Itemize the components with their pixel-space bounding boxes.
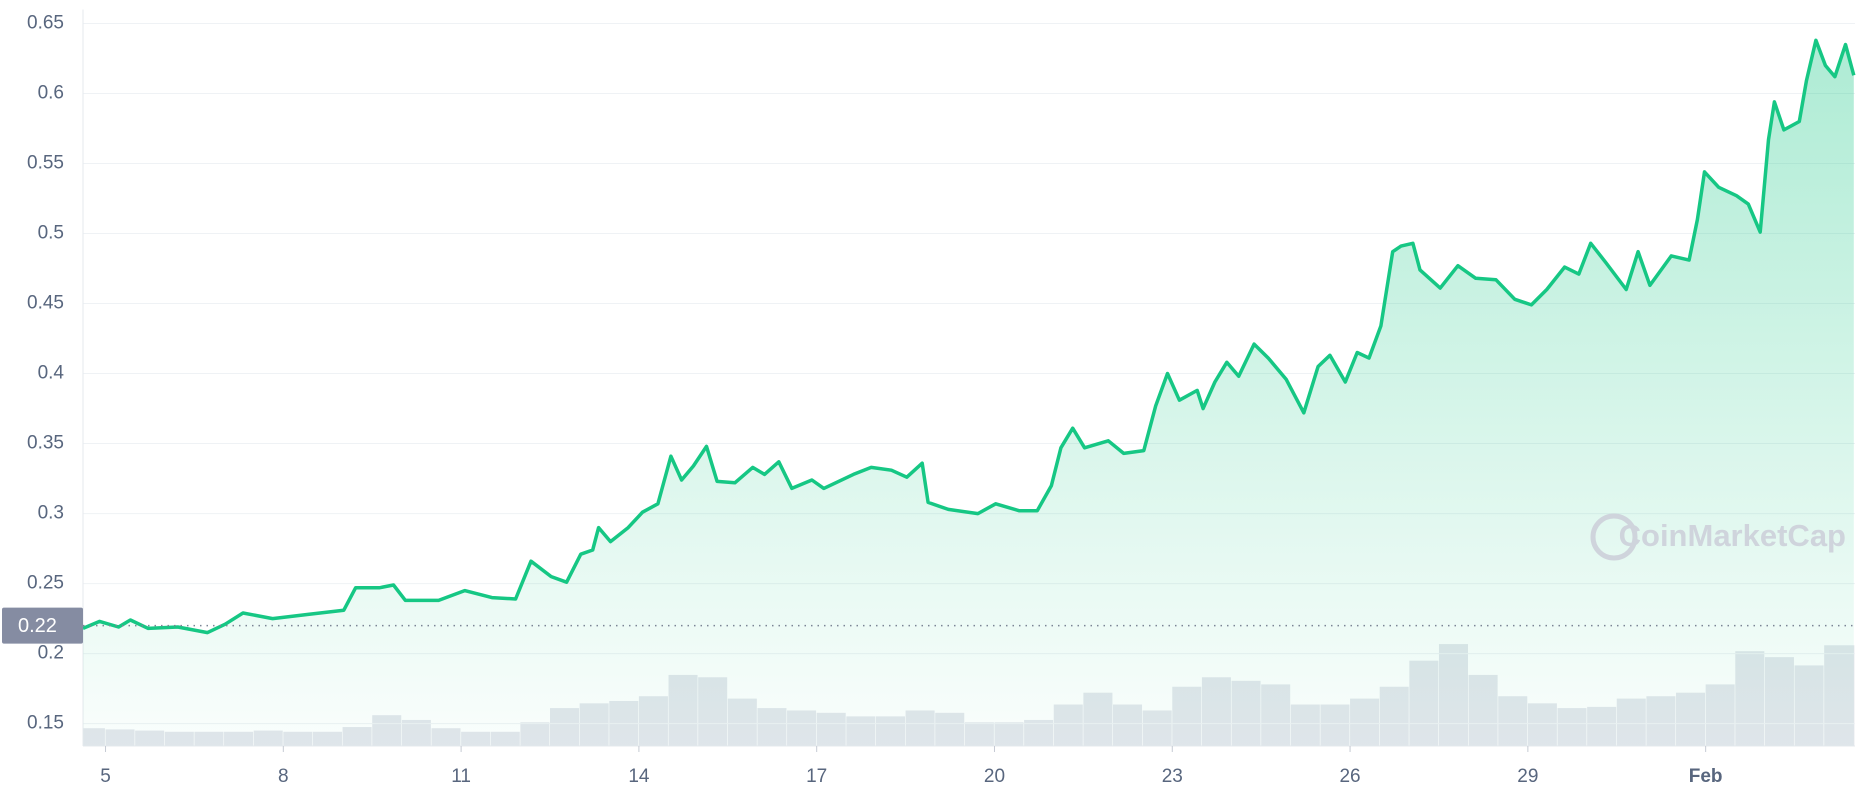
x-tick-label: 5 (100, 766, 111, 787)
y-tick-label: 0.45 (27, 293, 64, 314)
reference-label-box (2, 607, 83, 644)
x-tick-label: 8 (278, 766, 289, 787)
x-tick-label: Feb (1689, 766, 1723, 787)
x-tick-label: 29 (1517, 766, 1538, 787)
x-tick-label: 23 (1162, 766, 1183, 787)
y-tick-label: 0.2 (38, 643, 64, 664)
reference-label: 0.22 (18, 615, 57, 637)
watermark-text: CoinMarketCap (1619, 518, 1846, 553)
x-tick-label: 26 (1339, 766, 1360, 787)
y-tick-label: 0.15 (27, 713, 64, 734)
x-tick-label: 11 (451, 766, 471, 787)
y-tick-label: 0.55 (27, 153, 64, 174)
y-tick-label: 0.35 (27, 433, 64, 454)
y-tick-label: 0.4 (38, 363, 65, 384)
price-area (83, 40, 1854, 747)
label-layer: 0.15 0.2 0.25 0.3 0.35 0.4 0.45 0.5 0.55 0.6 0.65 5… (2, 13, 1846, 787)
y-tick-label: 0.3 (38, 503, 64, 524)
x-tick-label: 20 (984, 766, 1005, 787)
y-tick-label: 0.6 (38, 83, 64, 104)
price-line (82, 38, 1856, 635)
y-tick-label: 0.25 (27, 573, 64, 594)
x-tick-label: 17 (806, 766, 827, 787)
y-tick-label: 0.65 (27, 13, 64, 34)
watermark: CoinMarketCap (1590, 513, 1846, 561)
price-layer (82, 38, 1856, 747)
x-tick-label: 14 (628, 766, 650, 787)
watermark-logo (1590, 513, 1638, 561)
y-tick-label: 0.5 (38, 223, 64, 244)
